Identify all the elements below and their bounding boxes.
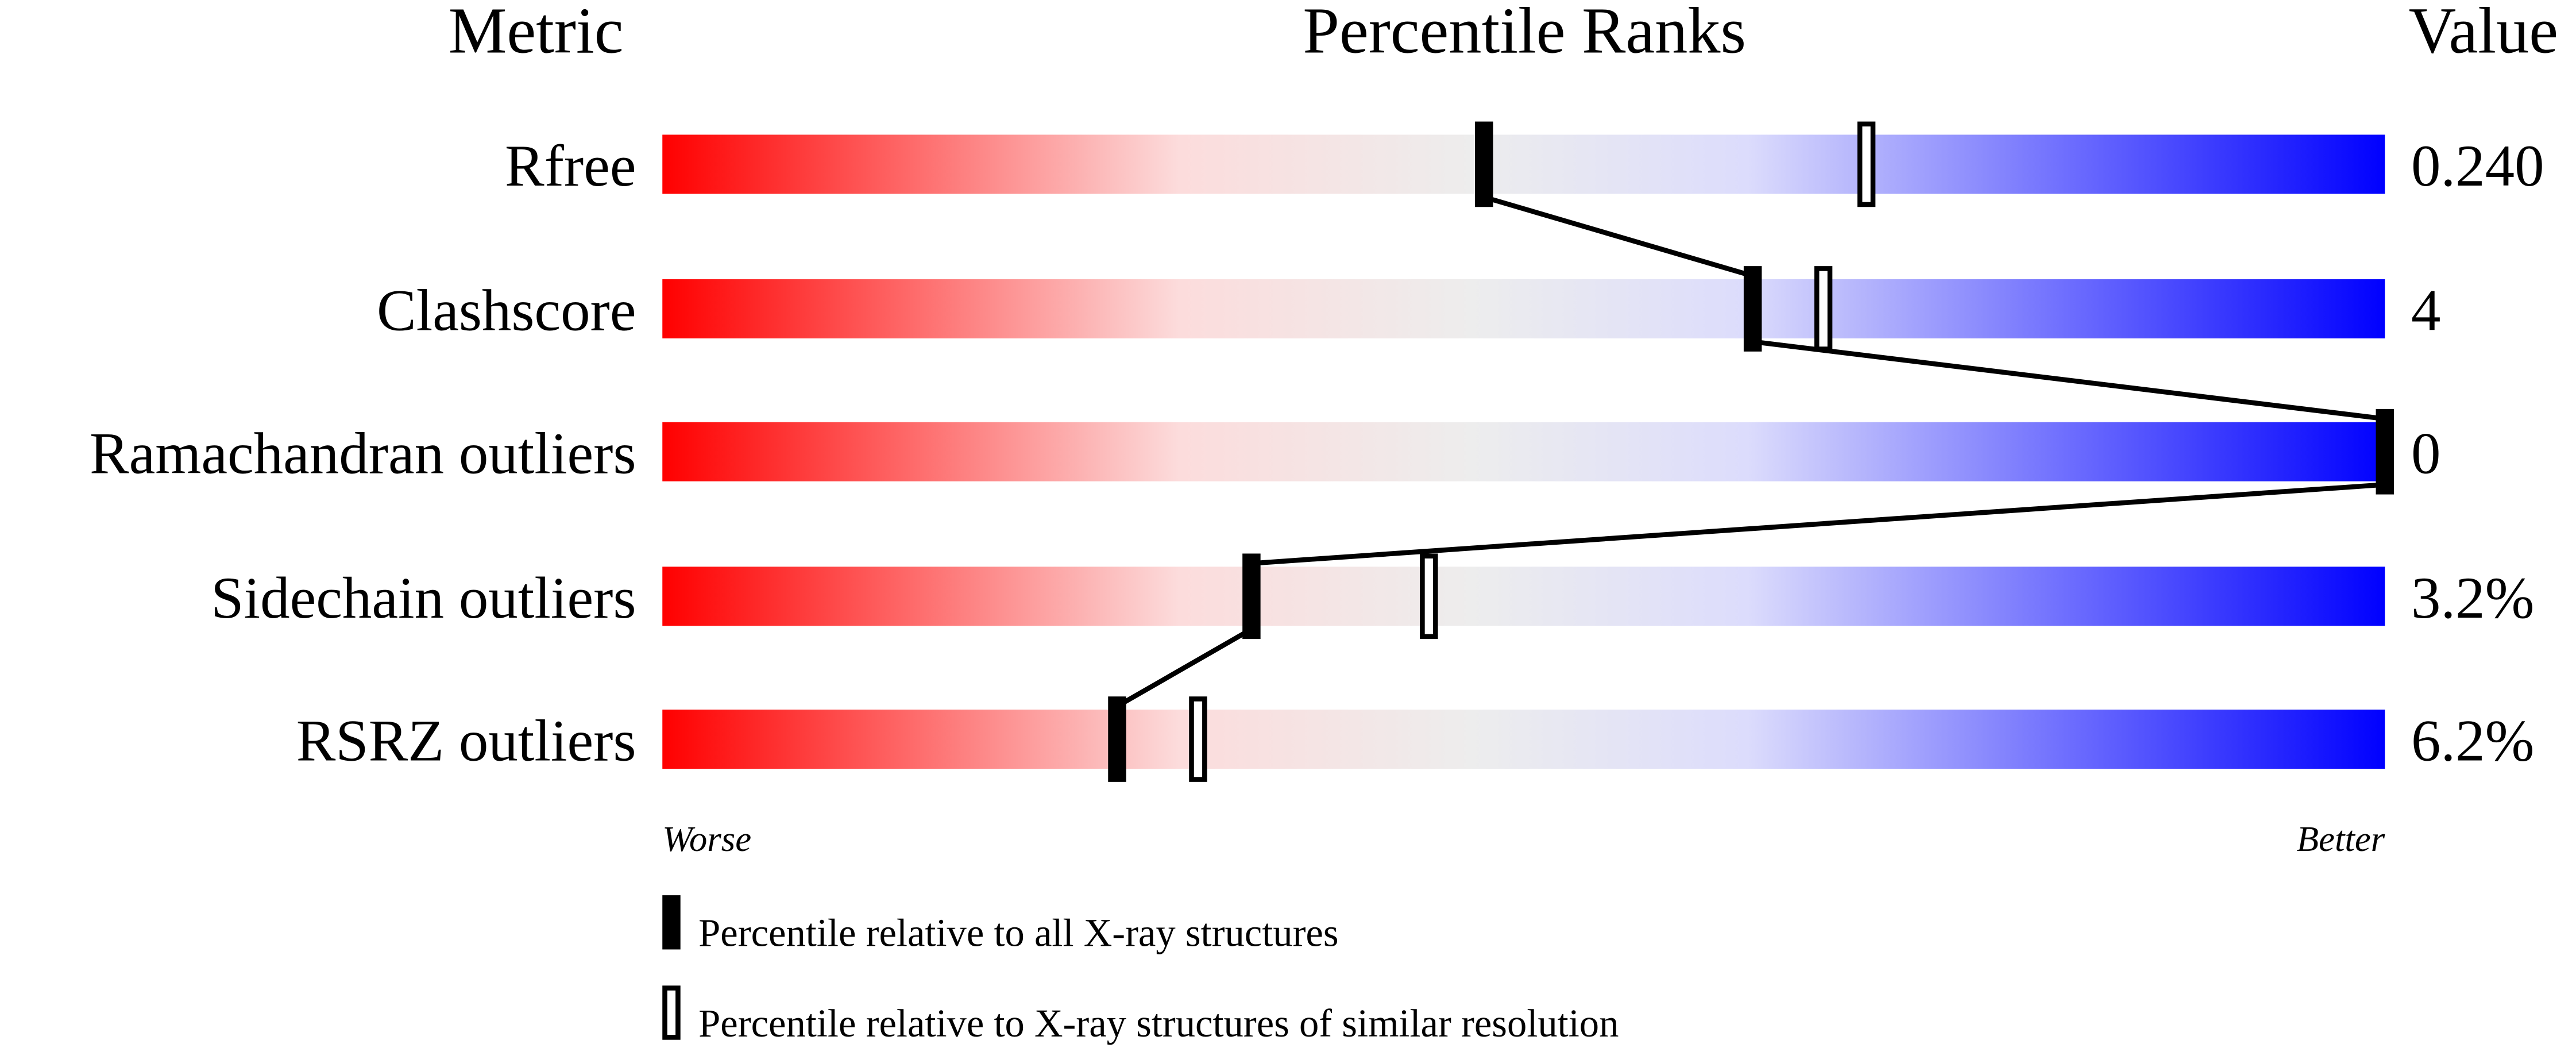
- header-metric: Metric: [449, 0, 624, 67]
- value-label: 0: [2411, 421, 2440, 486]
- metric-label: RSRZ outliers: [296, 708, 636, 774]
- metric-label: Clashscore: [377, 278, 636, 344]
- connector-line: [1483, 194, 1754, 279]
- value-label: 6.2%: [2411, 708, 2534, 774]
- header-percentile: Percentile Ranks: [1303, 0, 1746, 67]
- legend-open-marker: [662, 985, 681, 1040]
- better-label: Better: [2297, 819, 2385, 859]
- all-structures-marker: [2376, 409, 2394, 495]
- percentile-bar: [662, 279, 2385, 338]
- similar-resolution-marker: [1420, 553, 1438, 639]
- percentile-bar: [662, 422, 2385, 481]
- legend-filled-marker: [662, 895, 681, 950]
- connector-line: [1251, 482, 2385, 566]
- all-structures-marker: [1743, 266, 1762, 352]
- percentile-bar: [662, 710, 2385, 769]
- metric-label: Ramachandran outliers: [90, 421, 636, 486]
- all-structures-marker: [1108, 696, 1126, 782]
- value-label: 0.240: [2411, 133, 2544, 199]
- legend-filled-label: Percentile relative to all X-ray structu…: [698, 911, 1338, 955]
- all-structures-marker: [1242, 553, 1261, 639]
- similar-resolution-marker: [1189, 696, 1207, 782]
- all-structures-marker: [1475, 121, 1493, 207]
- similar-resolution-marker: [1857, 121, 1876, 207]
- value-label: 4: [2411, 278, 2440, 344]
- connector-line: [1752, 339, 2385, 422]
- metric-label: Sidechain outliers: [211, 565, 636, 631]
- connector-line: [1115, 627, 1253, 709]
- similar-resolution-marker: [1814, 266, 1833, 352]
- legend-open-label: Percentile relative to X-ray structures …: [698, 1001, 1619, 1045]
- value-label: 3.2%: [2411, 565, 2534, 631]
- worse-label: Worse: [662, 819, 751, 859]
- header-value: Value: [2409, 0, 2558, 67]
- percentile-bar: [662, 134, 2385, 194]
- percentile-bar: [662, 567, 2385, 626]
- metric-label: Rfree: [505, 133, 636, 199]
